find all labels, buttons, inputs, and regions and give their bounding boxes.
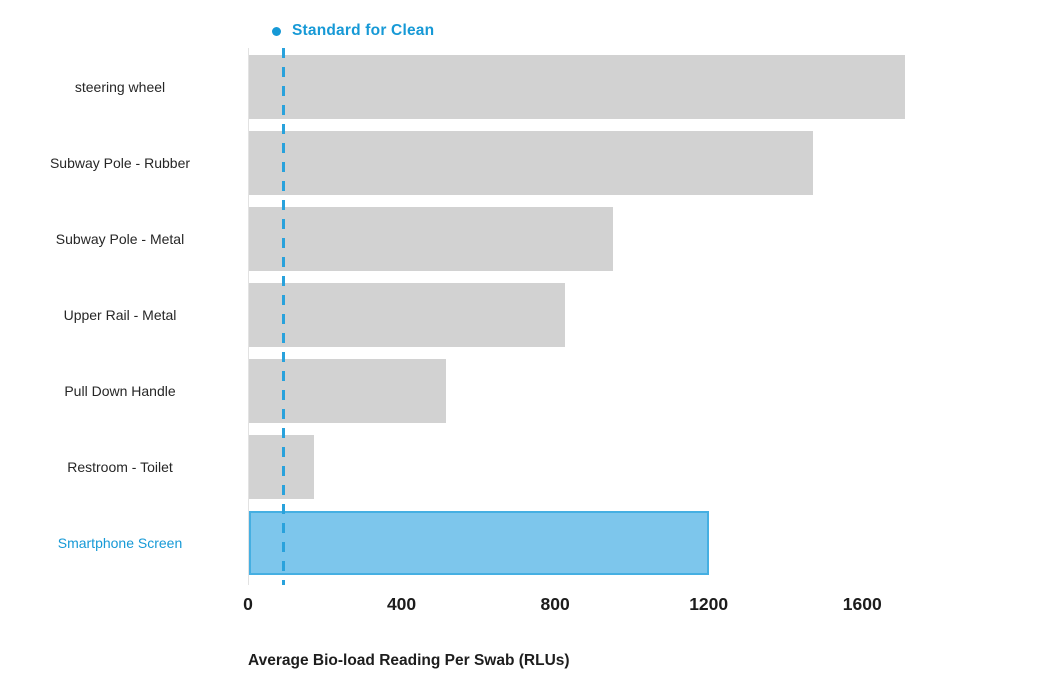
x-tick-label: 800	[540, 594, 570, 614]
category-label: steering wheel	[74, 79, 166, 95]
legend-label: Standard for Clean	[292, 22, 435, 39]
bar	[249, 207, 614, 271]
category-label: Restroom - Toilet	[67, 459, 173, 475]
x-tick-label: 1200	[689, 594, 729, 614]
y-axis-category-labels: steering wheel Subway Pole - Rubber Subway…	[0, 55, 240, 575]
bar	[249, 511, 709, 575]
bar-row	[249, 283, 939, 347]
bars-container	[249, 55, 939, 575]
legend: Standard for Clean	[272, 22, 434, 40]
x-tick-label: 1600	[842, 594, 882, 614]
bar	[249, 359, 447, 423]
category-label: Upper Rail - Metal	[63, 307, 177, 323]
x-tick-label: 400	[386, 594, 417, 614]
bar-row	[249, 207, 939, 271]
bar-row	[249, 435, 939, 499]
x-axis-ticks: 0 400 800 1200 1600	[243, 594, 939, 620]
category-label: Pull Down Handle	[64, 383, 176, 399]
x-axis-title: Average Bio-load Reading Per Swab (RLUs)	[248, 652, 570, 669]
bar-row	[249, 359, 939, 423]
legend-dot-icon	[272, 26, 281, 36]
bar	[249, 283, 566, 347]
bar	[249, 55, 905, 119]
category-label: Subway Pole - Metal	[55, 231, 185, 247]
plot-area	[248, 48, 939, 585]
bar-row	[249, 131, 939, 195]
standard-for-clean-reference-line	[281, 48, 285, 585]
bar	[249, 131, 813, 195]
bar-row	[249, 55, 939, 119]
category-label: Subway Pole - Rubber	[49, 155, 191, 171]
category-label: Smartphone Screen	[57, 535, 183, 551]
y-axis-line	[248, 48, 249, 585]
x-tick-label: 0	[243, 594, 253, 614]
bar-row	[249, 511, 939, 575]
